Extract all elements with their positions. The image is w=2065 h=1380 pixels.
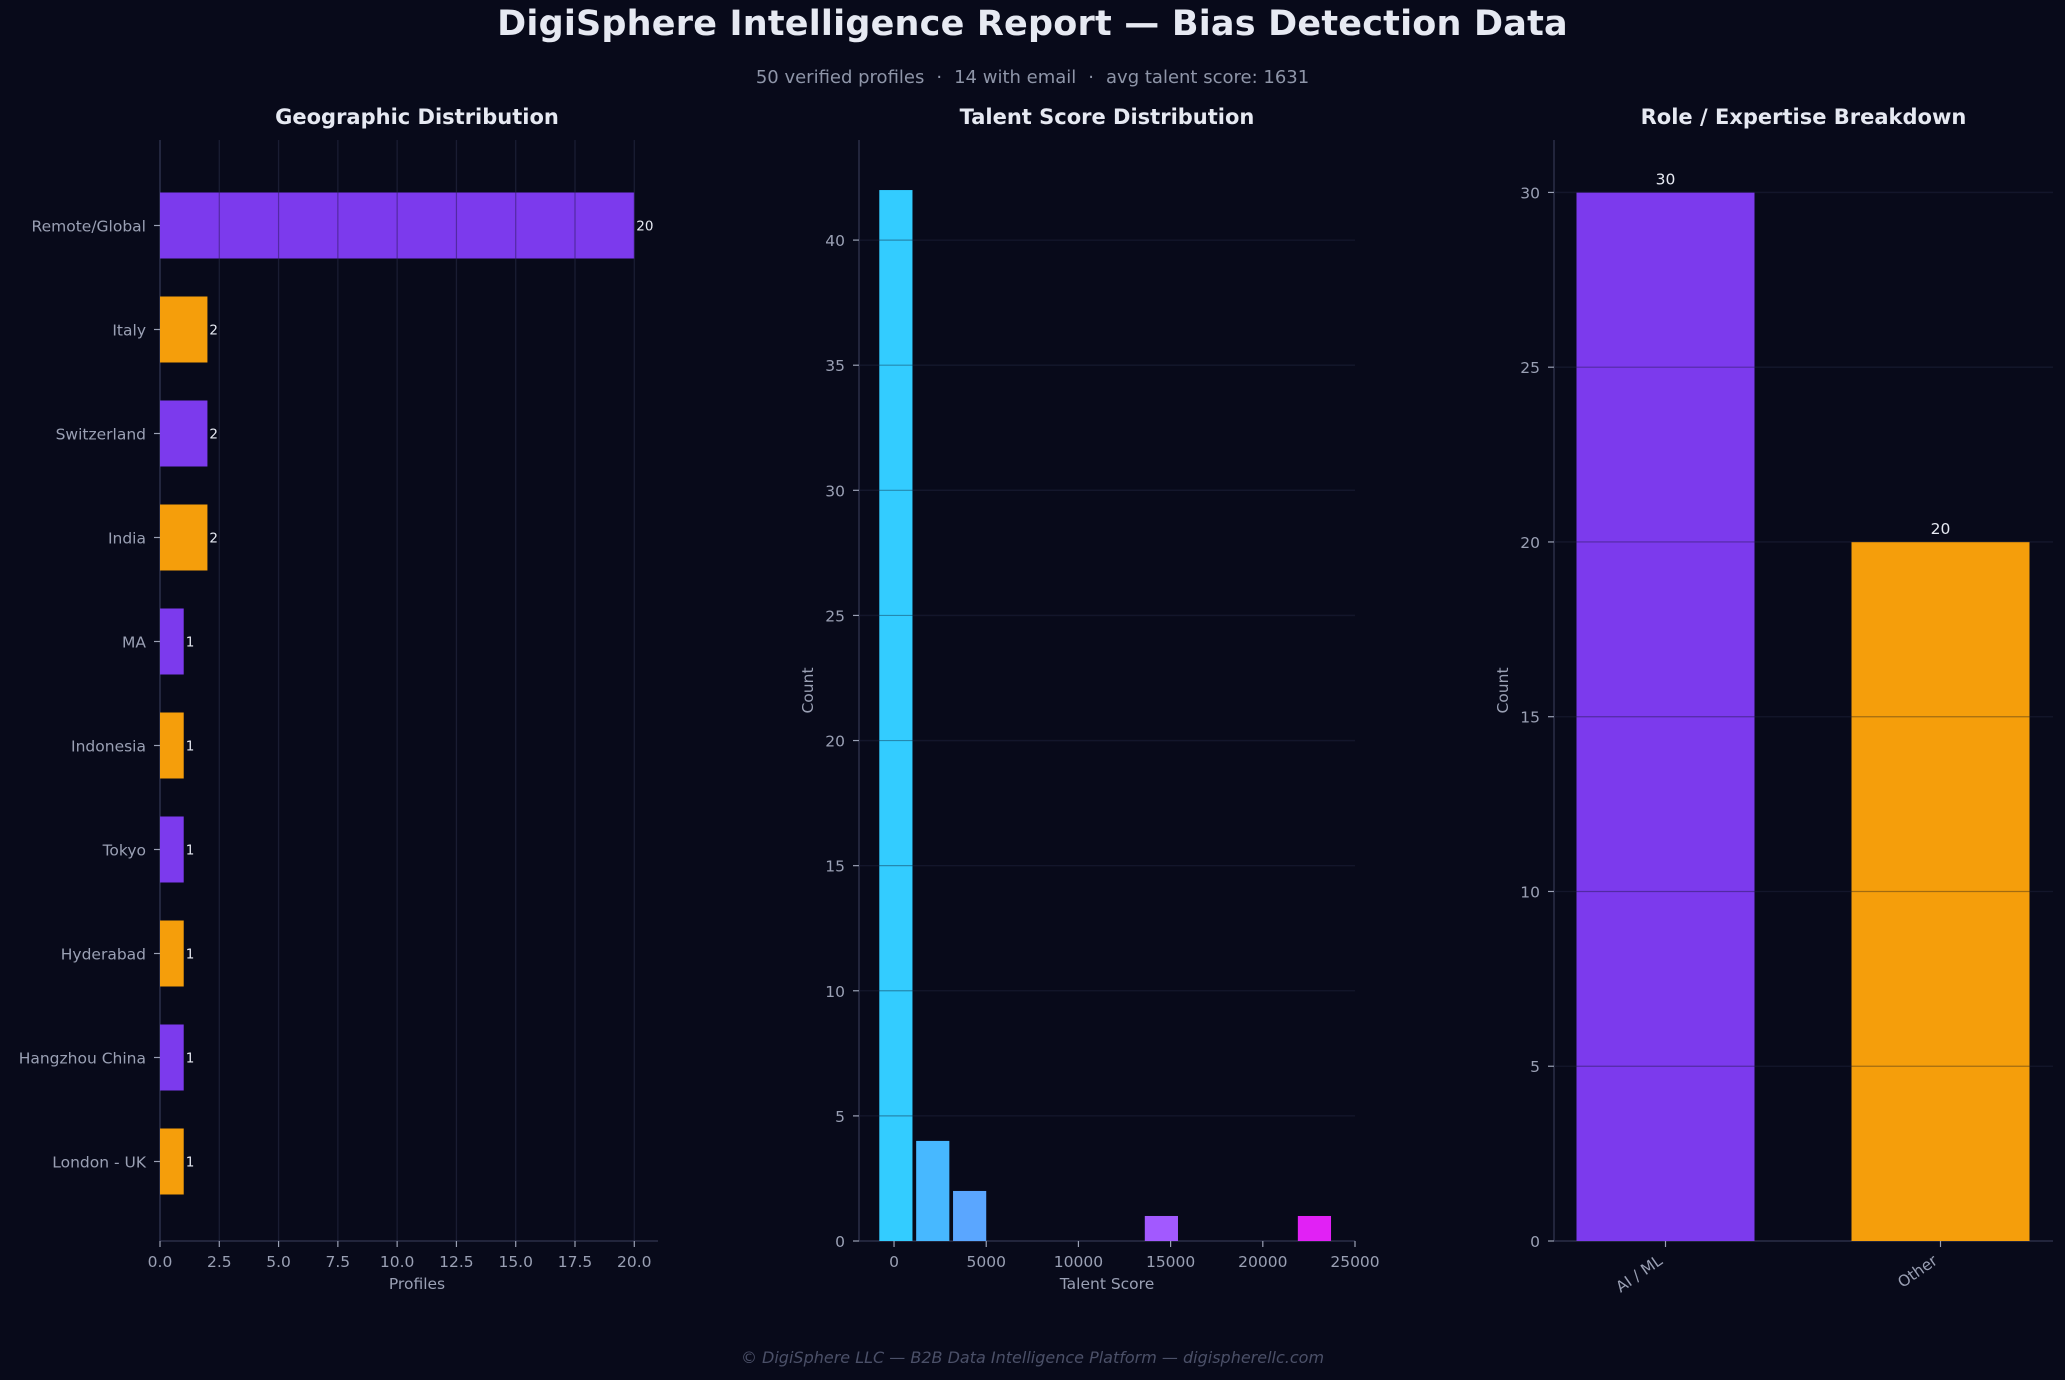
bar [160, 504, 208, 571]
x-tick-label: 10.0 [380, 1253, 415, 1271]
y-tick-label: 40 [825, 232, 845, 250]
bar [1851, 541, 2030, 1241]
y-tick-label: 20 [1520, 534, 1540, 552]
subtitle-separator: · [936, 67, 943, 88]
x-tick-label: 15000 [1146, 1253, 1195, 1271]
y-tick-label: 15 [1520, 709, 1540, 727]
y-tick-label: Tokyo [102, 842, 146, 860]
x-axis-label: Profiles [389, 1275, 445, 1293]
bar [1576, 192, 1755, 1241]
histogram-bar [953, 1190, 987, 1241]
x-tick-label: 2.5 [207, 1253, 232, 1271]
data-label: 1 [186, 947, 195, 963]
data-label: 20 [1931, 520, 1951, 538]
y-tick-label: 20 [825, 733, 845, 751]
bar [160, 920, 184, 987]
y-tick-label: 25 [825, 607, 845, 625]
x-tick-label: 10000 [1054, 1253, 1103, 1271]
data-label: 1 [186, 1051, 195, 1067]
x-tick-label: 20000 [1238, 1253, 1287, 1271]
y-tick-label: 5 [835, 1108, 845, 1126]
y-tick-label: MA [122, 634, 146, 652]
y-tick-label: 0 [1530, 1233, 1540, 1251]
y-axis-label: Count [799, 667, 817, 713]
subtitle-email: 14 with email [954, 67, 1077, 88]
y-tick-label: 30 [1520, 184, 1540, 202]
histogram-bar [1144, 1215, 1178, 1241]
y-tick-label: India [108, 530, 146, 548]
y-axis-label: Count [1494, 667, 1512, 713]
data-label: 2 [209, 323, 218, 339]
report-title: DigiSphere Intelligence Report — Bias De… [497, 4, 1568, 44]
subtitle-profiles: 50 verified profiles [755, 67, 925, 88]
bar [160, 608, 184, 675]
x-tick-label: 0 [889, 1253, 899, 1271]
y-tick-label: 5 [1530, 1058, 1540, 1076]
y-tick-label: 15 [825, 858, 845, 876]
x-tick-label: 25000 [1330, 1253, 1379, 1271]
x-axis-label: Talent Score [1059, 1275, 1154, 1293]
data-label: 1 [186, 843, 195, 859]
bar [160, 400, 208, 467]
x-tick-label: 20.0 [617, 1253, 652, 1271]
bar [160, 1128, 184, 1195]
data-label: 2 [209, 427, 218, 443]
bar [160, 1024, 184, 1091]
geographic-distribution-chart: Geographic Distribution Remote/Global 20 It… [19, 105, 658, 1293]
y-tick-label: 0 [835, 1233, 845, 1251]
y-tick-label: Hangzhou China [19, 1050, 146, 1068]
y-tick-label: Hyderabad [61, 946, 146, 964]
x-tick-label: 17.5 [558, 1253, 593, 1271]
bar [160, 816, 184, 883]
chart-title: Role / Expertise Breakdown [1641, 105, 1967, 129]
data-label: 2 [209, 531, 218, 547]
data-label: 1 [186, 635, 195, 651]
bar [160, 712, 184, 779]
chart-title: Geographic Distribution [275, 105, 559, 129]
histogram-bar [916, 1140, 950, 1241]
y-tick-label: Switzerland [56, 426, 146, 444]
histogram-bar [879, 190, 913, 1242]
y-tick-label: 25 [1520, 359, 1540, 377]
y-tick-label: 10 [1520, 883, 1540, 901]
chart-title: Talent Score Distribution [960, 105, 1255, 129]
data-label: 20 [636, 219, 653, 235]
x-tick-label: AI / ML [1613, 1251, 1666, 1296]
y-tick-label: 30 [825, 482, 845, 500]
y-tick-label: Indonesia [71, 738, 146, 756]
histogram-bar [1297, 1215, 1332, 1241]
x-tick-label: 15.0 [498, 1253, 533, 1271]
y-tick-label: London - UK [52, 1154, 147, 1172]
footer-copyright: © DigiSphere LLC — B2B Data Intelligence… [740, 1348, 1325, 1367]
subtitle-avg-score: avg talent score: 1631 [1106, 67, 1310, 88]
data-label: 1 [186, 739, 195, 755]
x-tick-label: 5.0 [266, 1253, 291, 1271]
x-tick-label: 7.5 [326, 1253, 351, 1271]
x-tick-label: 5000 [967, 1253, 1006, 1271]
y-tick-label: Italy [112, 322, 146, 340]
role-expertise-chart: Role / Expertise Breakdown 30 AI / ML 20 Oth… [1494, 105, 2053, 1296]
talent-score-histogram: Talent Score Distribution 0 5 10 15 20 25 30 35 4… [799, 105, 1380, 1293]
subtitle-separator: · [1088, 67, 1095, 88]
data-label: 1 [186, 1155, 195, 1171]
x-tick-label: Other [1894, 1251, 1941, 1291]
y-tick-label: 35 [825, 357, 845, 375]
x-tick-label: 12.5 [439, 1253, 474, 1271]
y-tick-label: 10 [825, 983, 845, 1001]
report-subtitle: 50 verified profiles · 14 with email · avg t… [0, 67, 2065, 88]
bar [160, 296, 208, 363]
y-tick-label: Remote/Global [32, 218, 146, 236]
data-label: 30 [1656, 170, 1676, 188]
x-tick-label: 0.0 [148, 1253, 173, 1271]
bar [160, 192, 635, 259]
